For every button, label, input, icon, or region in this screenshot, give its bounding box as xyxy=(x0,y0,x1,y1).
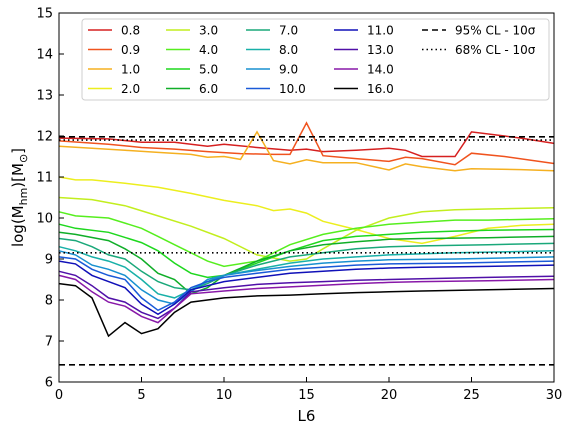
y-tick-label: 12 xyxy=(36,130,53,145)
legend-label-14-0: 14.0 xyxy=(367,63,394,77)
legend-label-3-0: 3.0 xyxy=(199,24,218,38)
y-axis-label: log(Mhm)[M⊙] xyxy=(9,148,30,247)
y-tick-label: 14 xyxy=(36,48,53,63)
series-line-0-9 xyxy=(58,121,555,166)
series-line-6-0 xyxy=(58,231,555,295)
series-line-1-0 xyxy=(58,130,555,172)
legend-label-95-cl-10: 95% CL - 10σ xyxy=(455,24,536,38)
plot-lines xyxy=(58,121,555,366)
y-axis-label-sun: ⊙ xyxy=(17,154,30,163)
series-line-5-0 xyxy=(58,223,555,279)
legend-label-9-0: 9.0 xyxy=(279,63,298,77)
y-tick-label: 8 xyxy=(45,294,53,309)
y-axis-label-sub: hm xyxy=(17,188,30,206)
legend-label-0-8: 0.8 xyxy=(121,24,140,38)
series-line-11-0 xyxy=(58,260,555,316)
y-tick-label: 6 xyxy=(45,376,53,391)
legend-label-0-9: 0.9 xyxy=(121,43,140,57)
legend: 0.8 0.9 1.0 2.0 3.0 4.0 5.0 6.0 7.0 8.0 9.0 10.0 11.… xyxy=(81,18,550,101)
legend-label-68-cl-10: 68% CL - 10σ xyxy=(455,43,536,57)
legend-label-1-0: 1.0 xyxy=(121,63,140,77)
x-axis-ticks: 0 5 10 15 20 25 30 xyxy=(55,377,562,403)
series-line-9-0 xyxy=(58,250,555,305)
series-line-2-0 xyxy=(58,176,555,245)
series-line-4-0 xyxy=(58,211,555,268)
series-line-14-0 xyxy=(58,274,555,324)
x-tick-label: 10 xyxy=(216,388,233,403)
series-line-13-0 xyxy=(58,270,555,320)
series-line-3-0 xyxy=(58,196,555,262)
legend-label-8-0: 8.0 xyxy=(279,43,298,57)
legend-label-16-0: 16.0 xyxy=(367,82,394,96)
y-tick-label: 15 xyxy=(36,7,53,22)
y-axis-ticks: 6 7 8 9 10 11 12 13 14 15 xyxy=(36,7,64,391)
legend-label-13-0: 13.0 xyxy=(367,43,394,57)
y-axis-label-end: ] xyxy=(9,148,27,154)
legend-label-2-0: 2.0 xyxy=(121,82,140,96)
legend-label-4-0: 4.0 xyxy=(199,43,218,57)
x-tick-label: 25 xyxy=(463,388,480,403)
x-axis-label: L6 xyxy=(298,407,316,425)
legend-label-5-0: 5.0 xyxy=(199,63,218,77)
y-tick-label: 10 xyxy=(36,212,53,227)
series-line-10-0 xyxy=(58,256,555,312)
series-line-0-8 xyxy=(58,131,555,158)
series-line-7-0 xyxy=(58,237,555,291)
legend-label-7-0: 7.0 xyxy=(279,24,298,38)
y-tick-label: 13 xyxy=(36,89,53,104)
legend-label-10-0: 10.0 xyxy=(279,82,306,96)
x-tick-label: 15 xyxy=(298,388,315,403)
legend-label-6-0: 6.0 xyxy=(199,82,218,96)
x-tick-label: 5 xyxy=(137,388,145,403)
y-tick-label: 9 xyxy=(45,253,53,268)
legend-label-11-0: 11.0 xyxy=(367,24,394,38)
x-tick-label: 0 xyxy=(55,388,63,403)
y-tick-label: 7 xyxy=(45,335,53,350)
y-tick-label: 11 xyxy=(36,171,53,186)
legend-box xyxy=(81,18,550,101)
y-axis-label-mid: )[M xyxy=(9,163,27,188)
series-line-16-0 xyxy=(58,282,555,338)
y-axis-label-main: log(M xyxy=(9,205,27,247)
x-tick-label: 20 xyxy=(381,388,398,403)
x-tick-label: 30 xyxy=(546,388,563,403)
